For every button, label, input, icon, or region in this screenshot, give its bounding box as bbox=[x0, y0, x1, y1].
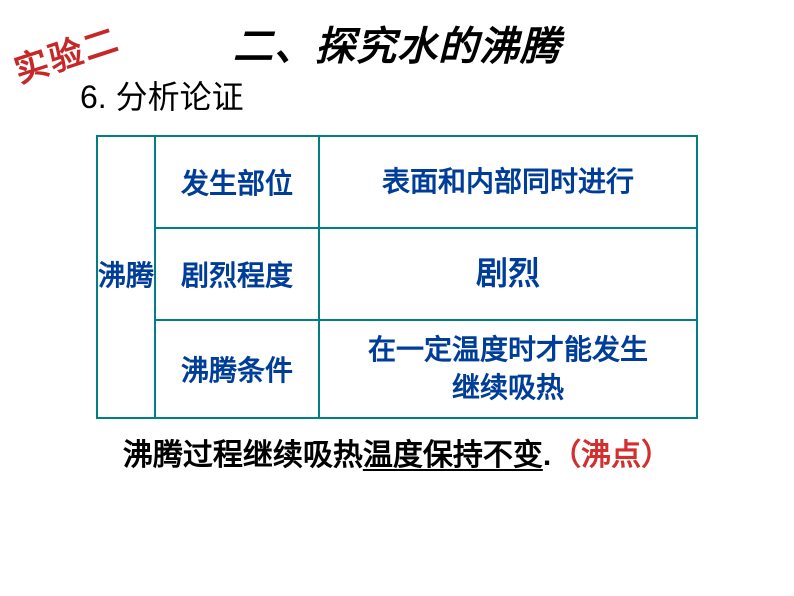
conclusion-text: 沸腾过程继续吸热温度保持不变.（沸点） bbox=[0, 430, 794, 474]
prop-cell: 沸腾条件 bbox=[155, 320, 319, 418]
analysis-table: 沸腾 发生部位 表面和内部同时进行 剧烈程度 剧烈 沸腾条件 在一定温度时才能发… bbox=[96, 135, 698, 419]
header-area: 实验二 二、探究水的沸腾 bbox=[0, 0, 794, 70]
table: 沸腾 发生部位 表面和内部同时进行 剧烈程度 剧烈 沸腾条件 在一定温度时才能发… bbox=[96, 135, 698, 419]
conclusion-period: . bbox=[543, 439, 551, 472]
conclusion-underlined: 温度保持不变 bbox=[363, 439, 543, 472]
val-cell: 在一定温度时才能发生继续吸热 bbox=[319, 320, 697, 418]
table-row: 剧烈程度 剧烈 bbox=[97, 228, 697, 320]
conclusion-part1: 沸腾过程继续吸热 bbox=[123, 439, 363, 472]
prop-cell: 发生部位 bbox=[155, 136, 319, 228]
conclusion-red: （沸点） bbox=[551, 439, 671, 472]
val-cell: 剧烈 bbox=[319, 228, 697, 320]
page-title: 二、探究水的沸腾 bbox=[0, 14, 794, 72]
table-row: 沸腾 发生部位 表面和内部同时进行 bbox=[97, 136, 697, 228]
row-span-header: 沸腾 bbox=[97, 136, 155, 418]
row-header-text: 沸腾 bbox=[98, 260, 154, 291]
section-number: 6. 分析论证 bbox=[80, 72, 244, 118]
prop-cell: 剧烈程度 bbox=[155, 228, 319, 320]
table-row: 沸腾条件 在一定温度时才能发生继续吸热 bbox=[97, 320, 697, 418]
val-cell: 表面和内部同时进行 bbox=[319, 136, 697, 228]
